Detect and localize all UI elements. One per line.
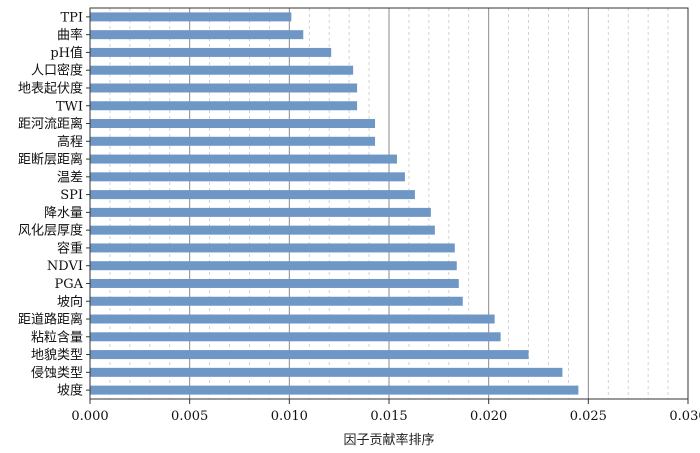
category-label: 容重	[57, 240, 83, 256]
category-label: 坡度	[57, 383, 83, 399]
category-label: 地貌类型	[31, 348, 83, 363]
bar-20	[90, 367, 563, 377]
bar-8	[90, 154, 397, 164]
category-label: 风化层厚度	[18, 223, 83, 239]
x-tick-label: 0.000	[71, 409, 108, 424]
x-axis-ticks: 0.000 0.005 0.010 0.015 0.020 0.025 0.030	[71, 399, 700, 424]
bar-0	[90, 12, 292, 22]
category-label: 侵蚀类型	[31, 365, 83, 381]
category-label: pH值	[50, 45, 83, 61]
plot-frame	[89, 7, 689, 400]
category-label: 地表起伏度	[18, 80, 83, 96]
category-label: 坡向	[57, 294, 83, 310]
bar-7	[90, 136, 376, 146]
x-tick-label: 0.025	[570, 409, 607, 424]
bar-21	[90, 385, 579, 395]
category-label: 高程	[57, 134, 83, 150]
x-tick-label: 0.020	[470, 409, 507, 424]
bar-10	[90, 190, 415, 200]
bar-1	[90, 30, 304, 40]
bar-19	[90, 350, 529, 360]
bars	[90, 12, 579, 395]
bar-12	[90, 225, 435, 235]
x-axis-title: 因子贡献率排序	[343, 432, 434, 448]
x-tick-label: 0.015	[370, 409, 407, 424]
category-label: 粘粒含量	[31, 329, 83, 345]
category-label: 曲率	[57, 27, 83, 43]
bar-13	[90, 243, 455, 253]
bar-17	[90, 314, 495, 324]
bar-3	[90, 65, 354, 75]
category-label: 距断层距离	[18, 152, 83, 168]
bar-5	[90, 101, 358, 111]
bar-9	[90, 172, 405, 182]
category-label: NDVI	[47, 259, 83, 274]
bar-11	[90, 207, 431, 217]
category-label: PGA	[54, 277, 83, 292]
category-label: TWI	[56, 99, 83, 114]
category-label: 降水量	[44, 206, 83, 221]
bar-2	[90, 47, 332, 57]
category-label: SPI	[60, 188, 83, 203]
x-tick-label: 0.030	[669, 409, 700, 424]
bar-16	[90, 296, 463, 306]
x-tick-label: 0.010	[271, 409, 308, 424]
category-label: 距道路距离	[18, 312, 83, 328]
x-tick-label: 0.005	[171, 409, 208, 424]
category-label: 温差	[57, 170, 83, 185]
bar-18	[90, 332, 501, 342]
category-label: TPI	[60, 10, 83, 25]
category-label: 人口密度	[31, 63, 83, 79]
bar-4	[90, 83, 358, 93]
bar-14	[90, 261, 457, 271]
bar-6	[90, 119, 376, 129]
category-label: 距河流距离	[18, 116, 83, 132]
bar-15	[90, 278, 459, 288]
